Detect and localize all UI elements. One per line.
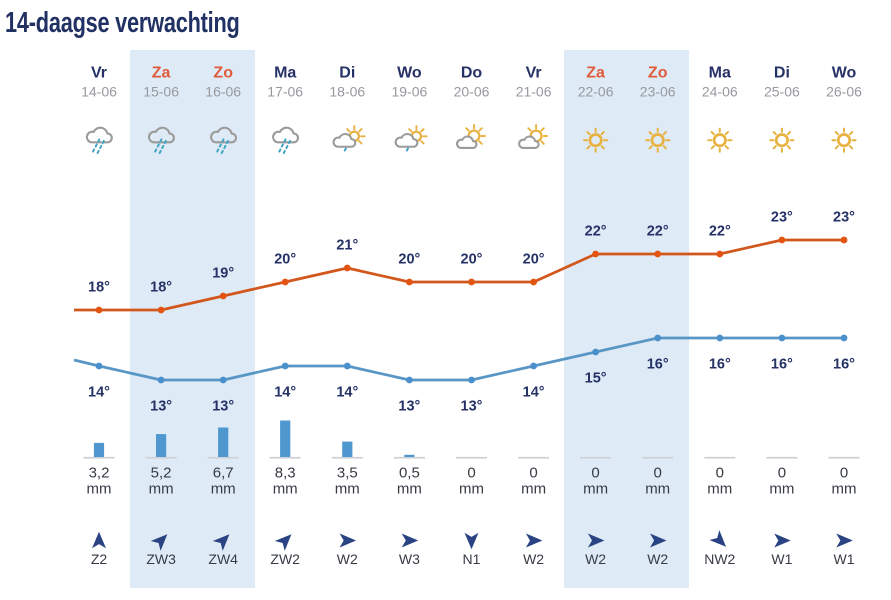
svg-text:22-06: 22-06 (578, 84, 614, 100)
svg-text:18-06: 18-06 (329, 84, 365, 100)
svg-text:W3: W3 (399, 551, 420, 567)
svg-text:20°: 20° (461, 252, 483, 268)
svg-text:0,5: 0,5 (399, 465, 420, 482)
svg-text:18°: 18° (150, 280, 172, 296)
svg-text:Zo: Zo (648, 65, 668, 82)
svg-text:mm: mm (149, 481, 174, 498)
svg-text:0: 0 (529, 465, 537, 482)
svg-text:13°: 13° (212, 399, 234, 415)
svg-text:mm: mm (645, 481, 670, 498)
svg-text:17-06: 17-06 (267, 84, 303, 100)
svg-text:ZW2: ZW2 (270, 551, 300, 567)
svg-text:Di: Di (774, 65, 790, 82)
svg-text:mm: mm (521, 481, 546, 498)
svg-text:22°: 22° (585, 224, 607, 240)
svg-text:0: 0 (654, 465, 662, 482)
svg-text:mm: mm (87, 481, 112, 498)
svg-text:mm: mm (211, 481, 236, 498)
svg-text:ZW3: ZW3 (146, 551, 176, 567)
svg-text:W2: W2 (337, 551, 358, 567)
svg-text:15-06: 15-06 (143, 84, 179, 100)
svg-text:mm: mm (397, 481, 422, 498)
svg-text:5,2: 5,2 (151, 465, 172, 482)
svg-text:15°: 15° (585, 371, 607, 387)
svg-text:mm: mm (273, 481, 298, 498)
svg-text:Vr: Vr (526, 65, 542, 82)
svg-text:16°: 16° (709, 357, 731, 373)
svg-text:W2: W2 (585, 551, 606, 567)
svg-text:Do: Do (461, 65, 483, 82)
svg-text:3,5: 3,5 (337, 465, 358, 482)
svg-text:mm: mm (832, 481, 857, 498)
svg-text:22°: 22° (647, 224, 669, 240)
svg-text:14°: 14° (336, 385, 358, 401)
svg-text:Za: Za (586, 65, 605, 82)
svg-text:26-06: 26-06 (826, 84, 862, 100)
svg-text:13°: 13° (398, 399, 420, 415)
svg-text:20°: 20° (274, 252, 296, 268)
svg-text:mm: mm (769, 481, 794, 498)
svg-text:16°: 16° (771, 357, 793, 373)
svg-text:14°: 14° (88, 385, 110, 401)
svg-text:mm: mm (707, 481, 732, 498)
svg-text:14°: 14° (523, 385, 545, 401)
svg-text:W1: W1 (834, 551, 855, 567)
svg-text:13°: 13° (150, 399, 172, 415)
svg-text:16°: 16° (647, 357, 669, 373)
svg-text:25-06: 25-06 (764, 84, 800, 100)
svg-text:W2: W2 (523, 551, 544, 567)
svg-text:19°: 19° (212, 266, 234, 282)
svg-text:13°: 13° (461, 399, 483, 415)
svg-text:23°: 23° (771, 210, 793, 226)
svg-text:Wo: Wo (397, 65, 422, 82)
svg-text:21°: 21° (336, 238, 358, 254)
svg-text:mm: mm (335, 481, 360, 498)
svg-text:Ma: Ma (709, 65, 731, 82)
svg-text:0: 0 (840, 465, 848, 482)
svg-text:16°: 16° (833, 357, 855, 373)
svg-text:Wo: Wo (832, 65, 857, 82)
svg-text:14°: 14° (274, 385, 296, 401)
svg-text:mm: mm (459, 481, 484, 498)
svg-text:20°: 20° (523, 252, 545, 268)
svg-text:23-06: 23-06 (640, 84, 676, 100)
svg-text:0: 0 (716, 465, 724, 482)
svg-text:Vr: Vr (91, 65, 107, 82)
svg-text:0: 0 (591, 465, 599, 482)
svg-text:16-06: 16-06 (205, 84, 241, 100)
svg-text:N1: N1 (463, 551, 481, 567)
svg-text:23°: 23° (833, 210, 855, 226)
svg-text:8,3: 8,3 (275, 465, 296, 482)
svg-text:19-06: 19-06 (391, 84, 427, 100)
svg-text:14-06: 14-06 (81, 84, 117, 100)
svg-text:0: 0 (467, 465, 475, 482)
svg-text:0: 0 (778, 465, 786, 482)
svg-text:20-06: 20-06 (454, 84, 490, 100)
svg-text:24-06: 24-06 (702, 84, 738, 100)
svg-text:W1: W1 (771, 551, 792, 567)
svg-text:W2: W2 (647, 551, 668, 567)
svg-text:NW2: NW2 (704, 551, 735, 567)
svg-text:3,2: 3,2 (89, 465, 110, 482)
svg-text:Ma: Ma (274, 65, 296, 82)
svg-text:Zo: Zo (213, 65, 233, 82)
svg-text:18°: 18° (88, 280, 110, 296)
svg-text:22°: 22° (709, 224, 731, 240)
svg-text:21-06: 21-06 (516, 84, 552, 100)
svg-text:20°: 20° (398, 252, 420, 268)
svg-text:ZW4: ZW4 (208, 551, 238, 567)
svg-text:Z2: Z2 (91, 551, 108, 567)
svg-text:Za: Za (152, 65, 171, 82)
svg-text:mm: mm (583, 481, 608, 498)
svg-text:6,7: 6,7 (213, 465, 234, 482)
svg-text:Di: Di (339, 65, 355, 82)
